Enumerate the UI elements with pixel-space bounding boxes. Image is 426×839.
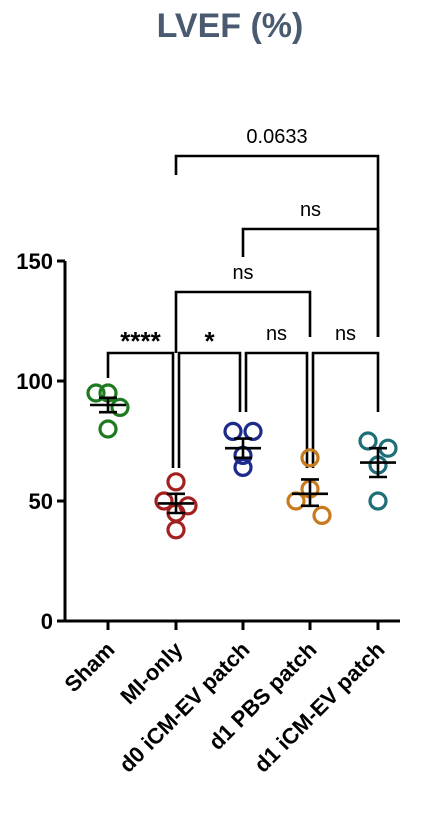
y-tick-label: 50 xyxy=(29,489,53,514)
significance-label: **** xyxy=(120,326,161,356)
bracket-line xyxy=(311,351,380,468)
significance-label: 0.0633 xyxy=(246,126,307,148)
bracket-line xyxy=(174,290,312,353)
y-tick-label: 100 xyxy=(16,369,53,394)
axes: 0 50 100 150 xyxy=(16,249,400,634)
bracket-line xyxy=(106,351,175,468)
significance-label: ns xyxy=(300,199,321,221)
group-4 xyxy=(358,431,398,511)
data-point xyxy=(154,491,174,511)
bracket-3: ns xyxy=(311,323,380,468)
bracket-6: 0.0633 xyxy=(174,126,380,337)
y-tick-label: 0 xyxy=(41,609,53,634)
group-3 xyxy=(286,448,332,526)
data-point xyxy=(98,419,118,439)
y-tick-label: 150 xyxy=(16,249,53,274)
bracket-4: ns xyxy=(174,262,312,353)
group-1 xyxy=(154,472,198,540)
significance-label: * xyxy=(204,326,215,356)
data-groups xyxy=(86,383,398,540)
data-point xyxy=(223,421,243,441)
data-point xyxy=(166,472,186,492)
data-point xyxy=(300,448,320,468)
significance-label: ns xyxy=(232,262,253,284)
data-point xyxy=(166,520,186,540)
data-point xyxy=(233,457,253,477)
data-point xyxy=(86,383,106,403)
category-label: Sham xyxy=(59,637,119,697)
bracket-line xyxy=(174,154,380,337)
data-point xyxy=(312,505,332,526)
bracket-1: * xyxy=(177,326,242,468)
chart-title: LVEF (%) xyxy=(157,7,304,45)
bracket-line xyxy=(177,351,242,468)
data-point xyxy=(110,397,130,417)
data-point xyxy=(243,421,263,441)
bracket-2: ns xyxy=(244,323,309,468)
significance-label: ns xyxy=(335,323,356,345)
category-label: d1 iCM-EV patch xyxy=(249,637,389,777)
data-point xyxy=(358,431,378,451)
bracket-line xyxy=(244,351,309,468)
group-2 xyxy=(223,421,263,477)
bracket-0: **** xyxy=(106,326,175,468)
data-point xyxy=(368,491,388,511)
group-0 xyxy=(86,383,130,439)
significance-label: ns xyxy=(266,323,287,345)
